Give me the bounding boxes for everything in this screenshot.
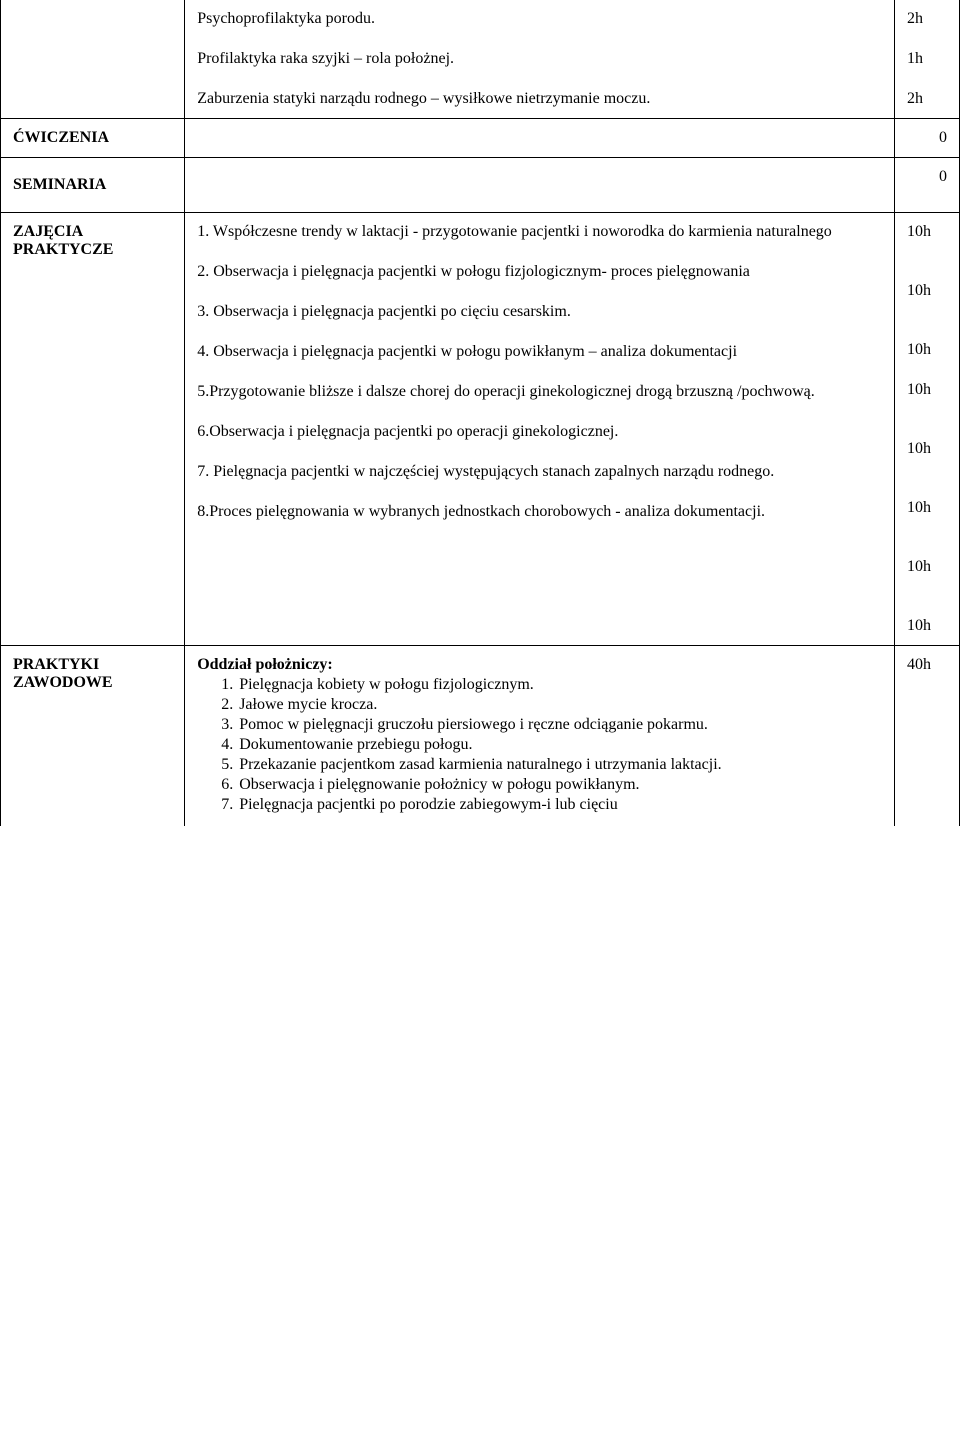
hours-value: 2h [907,90,947,108]
hours-value: 10h [907,223,947,241]
practice-item: 6.Obserwacja i pielęgnacja pacjentki po … [197,423,882,441]
cwiczenia-value-cell: 0 [894,119,959,158]
syllabus-table: Psychoprofilaktyka porodu. Profilaktyka … [0,0,960,826]
hours-value: 10h [907,341,947,359]
table-row: Psychoprofilaktyka porodu. Profilaktyka … [1,0,960,119]
practice-item: 1. Współczesne trendy w laktacji - przyg… [197,223,882,241]
list-item: Obserwacja i pielęgnowanie położnicy w p… [237,776,882,794]
seminaria-value-cell: 0 [894,158,959,213]
hours-value: 10h [907,381,947,399]
label-text: ZAJĘCIA [13,223,172,241]
table-row: ĆWICZENIA 0 [1,119,960,158]
hours-value: 10h [907,282,947,300]
label-text: SEMINARIA [13,176,106,193]
list-item: Pomoc w pielęgnacji gruczołu piersiowego… [237,716,882,734]
cwiczenia-content [185,119,895,158]
list-item: Jałowe mycie krocza. [237,696,882,714]
zajecia-content-cell: 1. Współczesne trendy w laktacji - przyg… [185,213,895,646]
praktyki-label: PRAKTYKI ZAWODOWE [1,646,185,827]
hours-value: 40h [907,656,931,673]
praktyki-content-cell: Oddział położniczy: Pielęgnacja kobiety … [185,646,895,827]
seminaria-label: SEMINARIA [1,158,185,213]
zajecia-label: ZAJĘCIA PRAKTYCZE [1,213,185,646]
practice-item: 7. Pielęgnacja pacjentki w najczęściej w… [197,463,882,481]
hours-value: 2h [907,10,947,28]
label-text: ZAWODOWE [13,674,172,692]
table-row: PRAKTYKI ZAWODOWE Oddział położniczy: Pi… [1,646,960,827]
top-hours-cell: 2h 1h 2h [894,0,959,119]
list-item: Pielęgnacja kobiety w połogu fizjologicz… [237,676,882,694]
zajecia-hours-cell: 10h 10h 10h 10h 10h 10h 10h 10h [894,213,959,646]
list-item: Przekazanie pacjentkom zasad karmienia n… [237,756,882,774]
hours-value: 0 [939,129,947,146]
topic-text: Zaburzenia statyki narządu rodnego – wys… [197,90,882,108]
seminaria-content [185,158,895,213]
praktyki-hours-cell: 40h [894,646,959,827]
cwiczenia-label: ĆWICZENIA [1,119,185,158]
practice-item: 4. Obserwacja i pielęgnacja pacjentki w … [197,343,882,361]
table-row: ZAJĘCIA PRAKTYCZE 1. Współczesne trendy … [1,213,960,646]
practice-item: 8.Proces pielęgnowania w wybranych jedno… [197,503,882,521]
hours-value: 1h [907,50,947,68]
topic-text: Profilaktyka raka szyjki – rola położnej… [197,50,882,68]
hours-value: 10h [907,617,947,635]
topic-text: Psychoprofilaktyka porodu. [197,10,882,28]
hours-value: 10h [907,558,947,576]
hours-value: 10h [907,440,947,458]
practice-item: 5.Przygotowanie bliższe i dalsze chorej … [197,383,882,401]
section-title: Oddział położniczy: [197,656,882,674]
list-item: Dokumentowanie przebiegu połogu. [237,736,882,754]
hours-value: 10h [907,499,947,517]
practice-item: 2. Obserwacja i pielęgnacja pacjentki w … [197,263,882,281]
row-label-empty [1,0,185,119]
list-item: Pielęgnacja pacjentki po porodzie zabieg… [237,796,882,814]
table-row: SEMINARIA 0 [1,158,960,213]
label-text: PRAKTYCZE [13,241,172,259]
label-text: ĆWICZENIA [13,129,109,146]
label-text: PRAKTYKI [13,656,172,674]
hours-value: 0 [939,168,947,185]
praktyki-list: Pielęgnacja kobiety w połogu fizjologicz… [197,676,882,814]
practice-item: 3. Obserwacja i pielęgnacja pacjentki po… [197,303,882,321]
top-content-cell: Psychoprofilaktyka porodu. Profilaktyka … [185,0,895,119]
